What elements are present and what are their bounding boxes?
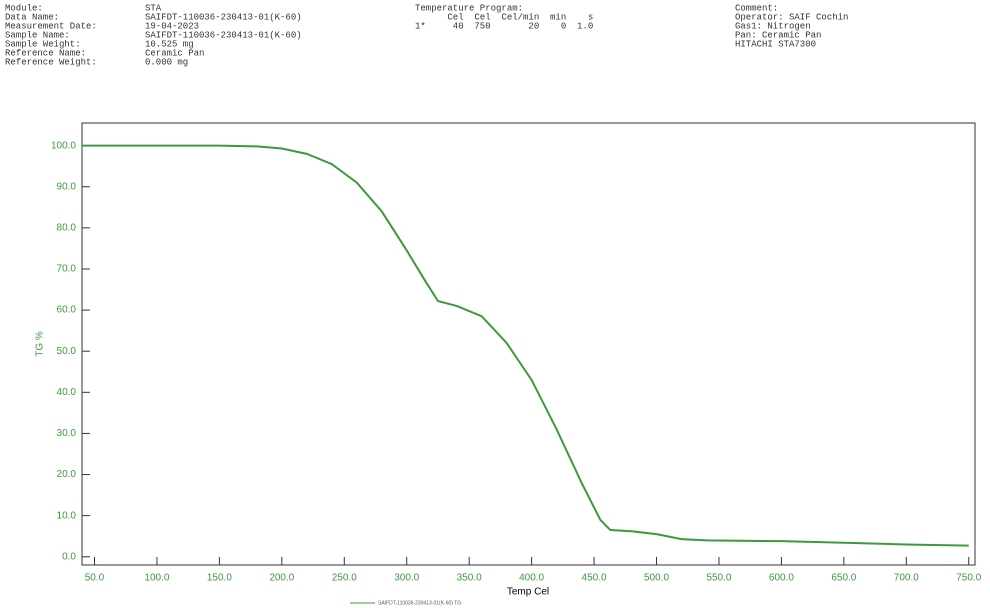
x-tick-label: 550.0	[706, 573, 731, 584]
y-tick-label: 80.0	[57, 222, 77, 233]
y-tick-label: 0.0	[62, 551, 76, 562]
x-tick-label: 650.0	[831, 573, 856, 584]
y-tick-label: 90.0	[57, 181, 77, 192]
info-label: Module:	[5, 3, 43, 13]
info-label: Reference Name:	[5, 48, 86, 58]
x-tick-label: 450.0	[582, 573, 607, 584]
y-tick-label: 30.0	[57, 428, 77, 439]
x-axis-label: Temp Cel	[507, 587, 549, 598]
info-value: SAIFDT-110036-230413-01(K-60)	[145, 30, 302, 40]
info-value: 10.525 mg	[145, 39, 194, 49]
program-line: 1* 40 750 20 0 1.0	[415, 21, 593, 31]
info-value: Ceramic Pan	[145, 48, 204, 58]
info-value: SAIFDT-110036-230413-01(K-60)	[145, 12, 302, 22]
x-tick-label: 250.0	[332, 573, 357, 584]
program-line: Cel Cel Cel/min min s	[415, 12, 593, 22]
x-tick-label: 200.0	[269, 573, 294, 584]
y-tick-label: 40.0	[57, 387, 77, 398]
plot-frame	[81, 122, 976, 566]
info-label: Reference Weight:	[5, 57, 97, 67]
program-line: Temperature Program:	[415, 3, 523, 13]
comment-line: Operator: SAIF Cochin	[735, 12, 848, 22]
y-tick-label: 70.0	[57, 264, 77, 275]
x-tick-label: 350.0	[457, 573, 482, 584]
info-label: Data Name:	[5, 12, 59, 22]
y-axis-label: TG %	[35, 331, 46, 357]
y-tick-label: 20.0	[57, 469, 77, 480]
comment-line: Comment:	[735, 3, 778, 13]
info-value: 19-04-2023	[145, 21, 199, 31]
legend-label: SAIFDT-110036-230413-01(K-60) TG	[378, 600, 461, 606]
info-value: 0.000 mg	[145, 57, 188, 67]
y-tick-label: 60.0	[57, 305, 77, 316]
info-label: Sample Weight:	[5, 39, 81, 49]
tg-curve	[82, 144, 969, 547]
y-tick-label: 10.0	[57, 510, 77, 521]
x-tick-label: 500.0	[644, 573, 669, 584]
x-tick-label: 50.0	[85, 573, 105, 584]
y-tick-label: 50.0	[57, 346, 77, 357]
x-tick-label: 300.0	[394, 573, 419, 584]
info-label: Measurement Date:	[5, 21, 97, 31]
x-tick-label: 750.0	[956, 573, 981, 584]
x-tick-label: 700.0	[894, 573, 919, 584]
x-tick-label: 150.0	[207, 573, 232, 584]
y-tick-label: 100.0	[51, 140, 76, 151]
x-tick-label: 400.0	[519, 573, 544, 584]
info-value: STA	[145, 3, 162, 13]
comment-line: Gas1: Nitrogen	[735, 21, 811, 31]
info-label: Sample Name:	[5, 30, 70, 40]
comment-line: Pan: Ceramic Pan	[735, 30, 821, 40]
x-tick-label: 600.0	[769, 573, 794, 584]
comment-line: HITACHI STA7300	[735, 39, 816, 49]
x-tick-label: 100.0	[144, 573, 169, 584]
